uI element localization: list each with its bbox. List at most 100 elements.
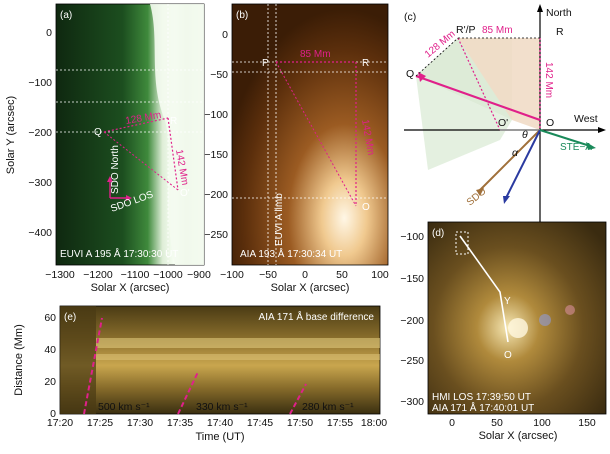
panel-a-point-q: Q <box>94 127 102 138</box>
panel-d-ytick: −200 <box>400 315 424 327</box>
panel-d-caption1: HMI LOS 17:39:50 UT <box>432 392 531 403</box>
panel-c-dist-85: 85 Mm <box>482 25 513 36</box>
panel-d-ytick: −250 <box>400 355 424 367</box>
panel-a-line-142 <box>167 117 179 191</box>
panel-a-xlabel: Solar X (arcsec) <box>91 282 170 294</box>
panel-e-xtick: 17:55 <box>327 417 353 429</box>
panel-e-xtick: 17:50 <box>287 417 313 429</box>
panel-d-xtick: 150 <box>578 417 596 429</box>
panel-c-r: R <box>556 26 564 38</box>
panel-c-rp: R'/P <box>456 24 476 36</box>
panel-c-q: Q <box>406 68 414 80</box>
panel-b-limb: EUVI A limb <box>274 193 285 246</box>
panel-e-xtick: 18:00 <box>361 417 387 429</box>
panel-a-line-128 <box>103 117 169 133</box>
panel-d-point-o: O <box>504 350 512 361</box>
panel-c-north: North <box>546 7 572 19</box>
panel-e-xtick: 17:35 <box>167 417 193 429</box>
panel-b-xtick: −50 <box>259 269 277 281</box>
panel-b-point-r: R <box>362 58 369 69</box>
panel-a-point-o: O' <box>180 188 190 199</box>
panel-e-xtick: 17:40 <box>207 417 233 429</box>
panel-b-ytick: −150 <box>204 149 228 161</box>
panel-d-xtick: 50 <box>491 417 503 429</box>
panel-a-sdo-north: SDO North <box>110 145 121 194</box>
panel-b-ytick: −250 <box>204 229 228 241</box>
panel-a-ytick: −100 <box>28 77 52 89</box>
panel-d-xtick: 100 <box>533 417 551 429</box>
panel-e-ytick: 40 <box>44 344 56 356</box>
panel-a: (a) Q R O' 128 Mm 142 Mm SDO North SDO L… <box>5 3 211 294</box>
panel-a-ytick: −200 <box>28 127 52 139</box>
panel-a-xtick: −1100 <box>121 269 150 281</box>
panel-a-ytick: 0 <box>46 27 52 39</box>
panel-b-dist-85: 85 Mm <box>300 49 331 60</box>
panel-b-ytick: 0 <box>222 29 228 41</box>
panel-e-label: (e) <box>64 312 76 323</box>
panel-c-ste-a: STE−A <box>560 142 592 153</box>
panel-e-speed1: 500 km s⁻¹ <box>98 401 150 413</box>
panel-b: (b) P R O 85 Mm 142 Mm EUVI A limb AIA 1… <box>204 3 389 294</box>
panel-e-ytick: 20 <box>44 376 56 388</box>
panel-e-speed3: 280 km s⁻¹ <box>302 401 354 413</box>
panel-c-vector-q <box>415 74 541 122</box>
panel-b-xtick: 0 <box>302 269 308 281</box>
panel-b-label: (b) <box>236 10 248 21</box>
panel-a-label: (a) <box>60 10 72 21</box>
panel-b-caption: AIA 193 Å 17:30:34 UT <box>240 247 342 260</box>
panel-b-point-o: O <box>362 202 370 213</box>
panel-a-limb <box>150 4 204 265</box>
panel-a-caption: EUVI A 195 Å 17:30:30 UT <box>60 247 178 260</box>
panel-d: (d) Y O HMI LOS 17:39:50 UT AIA 171 Å 17… <box>400 221 607 442</box>
panel-d-xlabel: Solar X (arcsec) <box>479 430 558 442</box>
panel-e-ylabel: Distance (Mm) <box>13 324 25 396</box>
panel-e-xtick: 17:45 <box>247 417 273 429</box>
panel-d-ytick: −100 <box>400 231 424 243</box>
panel-e-ytick: 60 <box>44 312 56 324</box>
panel-e-speed2: 330 km s⁻¹ <box>196 401 248 413</box>
panel-b-point-p: P <box>262 58 269 69</box>
panel-c-o: O <box>546 117 554 129</box>
panel-b-xtick: 100 <box>371 269 389 281</box>
panel-c-sdo-arrow <box>479 129 541 191</box>
panel-c: (c) North West R'/P R Q O O' 128 Mm 85 M… <box>404 4 606 230</box>
panel-e-ytick: 0 <box>50 408 56 420</box>
panel-a-point-r: R <box>170 116 177 127</box>
panel-b-image <box>231 3 389 266</box>
panel-c-sdo: SDO <box>465 186 489 208</box>
panel-b-xlabel: Solar X (arcsec) <box>271 282 350 294</box>
panel-b-xtick: 50 <box>336 269 348 281</box>
panel-c-o-prime: O' <box>498 117 508 129</box>
panel-c-theta: θ <box>522 129 528 141</box>
panel-c-label: (c) <box>404 11 416 23</box>
panel-b-ytick: −100 <box>204 109 228 121</box>
panel-a-xtick: −1300 <box>45 269 75 281</box>
panel-d-point-y: Y <box>504 296 511 307</box>
panel-d-ytick: −300 <box>400 396 424 408</box>
panel-e-image <box>59 305 381 415</box>
panel-d-xtick: 0 <box>449 417 455 429</box>
panel-b-ytick: −50 <box>210 69 228 81</box>
panel-d-ytick: −150 <box>400 273 424 285</box>
panel-a-xtick: −1000 <box>153 269 183 281</box>
panel-c-west: West <box>574 113 598 125</box>
panel-a-xtick: −1200 <box>83 269 113 281</box>
panel-b-ytick: −200 <box>204 189 228 201</box>
panel-a-xtick: −900 <box>187 269 211 281</box>
panel-c-alpha: α <box>512 147 519 159</box>
panel-c-dist-142: 142 Mm <box>543 62 554 98</box>
panel-e-xtick: 17:25 <box>87 417 113 429</box>
panel-d-label: (d) <box>432 228 444 239</box>
panel-e-xtick: 17:30 <box>127 417 153 429</box>
panel-a-ytick: −400 <box>28 227 52 239</box>
panel-a-ylabel: Solar Y (arcsec) <box>5 96 17 174</box>
panel-e: (e) AIA 171 Å base difference 500 km s⁻¹… <box>13 305 387 443</box>
panel-b-xtick: −100 <box>220 269 244 281</box>
panel-d-caption2: AIA 171 Å 17:40:01 UT <box>432 401 534 414</box>
panel-e-xlabel: Time (UT) <box>195 431 244 443</box>
panel-d-image <box>427 221 607 415</box>
panel-e-xtick: 17:20 <box>47 417 73 429</box>
panel-e-title: AIA 171 Å base difference <box>259 310 375 323</box>
panel-a-ytick: −300 <box>28 177 52 189</box>
